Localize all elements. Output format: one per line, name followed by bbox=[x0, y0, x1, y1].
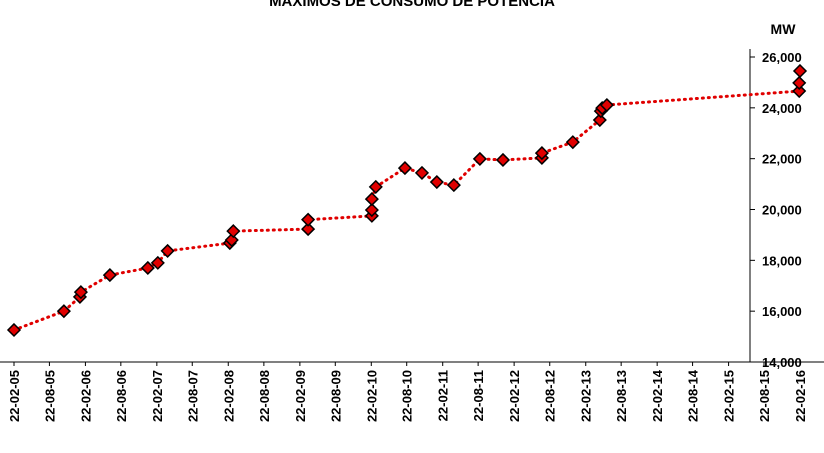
data-point bbox=[592, 112, 607, 128]
x-tick-label: 22-08-11 bbox=[471, 370, 486, 421]
data-point bbox=[446, 178, 461, 193]
y-tick-label: 14,000 bbox=[762, 355, 802, 370]
data-point bbox=[792, 83, 807, 99]
x-tick-label: 22-02-14 bbox=[650, 369, 665, 422]
data-point bbox=[150, 255, 165, 270]
trend-line bbox=[12, 69, 802, 332]
data-point bbox=[364, 192, 379, 207]
x-tick-label: 22-08-14 bbox=[686, 369, 701, 422]
y-tick-label: 16,000 bbox=[762, 304, 802, 319]
y-tick-label: 20,000 bbox=[762, 203, 802, 218]
chart-title: MÁXIMOS DE CONSUMO DE POTENCIA bbox=[269, 0, 555, 10]
data-point bbox=[792, 63, 808, 79]
data-point bbox=[534, 146, 549, 161]
x-tick-label: 22-08-06 bbox=[114, 370, 129, 422]
x-tick-label: 22-02-05 bbox=[7, 370, 22, 422]
x-tick-label: 22-08-12 bbox=[543, 370, 558, 422]
x-tick-label: 22-08-09 bbox=[328, 370, 343, 422]
data-point bbox=[565, 135, 580, 150]
x-tick-label: 22-08-08 bbox=[257, 370, 272, 422]
x-tick-label: 22-08-07 bbox=[185, 370, 200, 422]
y-tick-label: 22,000 bbox=[762, 152, 802, 167]
data-point bbox=[301, 212, 316, 227]
x-tick-label: 22-08-05 bbox=[42, 370, 57, 422]
y-axis-label: MW bbox=[771, 21, 797, 37]
x-tick-label: 22-02-07 bbox=[150, 370, 165, 422]
x-tick-label: 22-02-12 bbox=[507, 370, 522, 422]
data-point bbox=[792, 75, 807, 90]
data-point bbox=[6, 322, 22, 338]
y-tick-label: 26,000 bbox=[762, 50, 802, 65]
data-point bbox=[102, 268, 117, 283]
x-tick-label: 22-02-11 bbox=[436, 370, 451, 421]
data-point bbox=[599, 97, 614, 113]
x-tick-label: 22-02-13 bbox=[579, 370, 594, 422]
x-tick-label: 22-02-06 bbox=[78, 370, 93, 422]
x-tick-label: 22-08-10 bbox=[400, 370, 415, 422]
x-tick-label: 22-02-08 bbox=[221, 370, 236, 422]
data-point bbox=[472, 151, 487, 166]
data-point bbox=[368, 179, 383, 194]
x-tick-label: 22-02-10 bbox=[364, 370, 379, 422]
data-point bbox=[160, 243, 175, 258]
data-point bbox=[226, 224, 241, 239]
data-point bbox=[140, 260, 155, 276]
x-tick-label: 22-02-16 bbox=[793, 370, 808, 422]
data-point bbox=[56, 304, 71, 319]
data-point bbox=[495, 152, 511, 167]
x-tick-label: 22-08-13 bbox=[614, 370, 629, 422]
data-point bbox=[364, 202, 379, 218]
data-point bbox=[301, 222, 316, 237]
x-tick-label: 22-08-15 bbox=[757, 370, 772, 422]
x-tick-label: 22-02-15 bbox=[722, 370, 737, 422]
data-point bbox=[414, 165, 430, 180]
data-point bbox=[429, 174, 444, 190]
y-tick-label: 18,000 bbox=[762, 253, 802, 268]
x-tick-label: 22-02-09 bbox=[293, 370, 308, 422]
data-point bbox=[397, 161, 413, 176]
data-point bbox=[73, 285, 88, 300]
y-tick-label: 24,000 bbox=[762, 101, 802, 116]
data-point bbox=[224, 232, 239, 248]
